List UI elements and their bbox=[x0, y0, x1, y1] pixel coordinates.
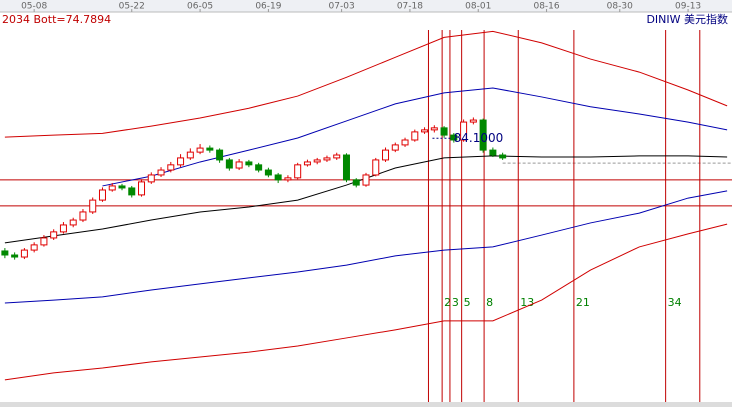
candle-body bbox=[196, 147, 204, 153]
candle-body bbox=[20, 249, 28, 258]
candle-body bbox=[391, 144, 399, 151]
fib-label: 2 bbox=[444, 296, 451, 309]
candle-body bbox=[401, 139, 409, 146]
candle-body bbox=[235, 161, 243, 169]
band-line bbox=[4, 190, 728, 304]
candle-body bbox=[342, 154, 350, 181]
x-tick-label: 05-22 bbox=[119, 2, 145, 12]
x-tick-label: 06-19 bbox=[255, 2, 281, 12]
candle-body bbox=[225, 159, 233, 169]
candle-body bbox=[489, 149, 497, 156]
candle-body bbox=[206, 147, 214, 151]
x-tick-label: 07-03 bbox=[329, 2, 355, 12]
candle-body bbox=[469, 119, 477, 123]
candle-body bbox=[372, 159, 380, 176]
header-left: 2034 Bott=74.7894 bbox=[2, 13, 111, 26]
candle-body bbox=[89, 199, 97, 213]
x-tick-label: 08-01 bbox=[465, 2, 491, 12]
candle-body bbox=[460, 121, 468, 141]
candle-body bbox=[421, 129, 429, 133]
candle-body bbox=[323, 157, 331, 161]
candle-body bbox=[303, 161, 311, 166]
candle-body bbox=[382, 149, 390, 161]
candle-body bbox=[294, 164, 302, 179]
x-tick-label: 07-18 bbox=[397, 2, 423, 12]
x-tick-label: 08-30 bbox=[607, 2, 633, 12]
candle-body bbox=[411, 131, 419, 141]
annotation: 84.1000 bbox=[454, 131, 504, 145]
candle-body bbox=[59, 224, 67, 233]
candle-body bbox=[167, 164, 175, 171]
candle-body bbox=[108, 185, 116, 191]
candle-body bbox=[430, 127, 438, 131]
candle-body bbox=[333, 154, 341, 159]
candle-body bbox=[50, 231, 58, 239]
candle-body bbox=[30, 244, 38, 251]
candle-body bbox=[118, 185, 126, 189]
candle-body bbox=[40, 237, 48, 246]
candle-body bbox=[69, 219, 77, 226]
fib-label: 13 bbox=[520, 296, 534, 309]
band-line bbox=[4, 30, 728, 138]
bottom-strip bbox=[0, 402, 732, 407]
candle-body bbox=[186, 151, 194, 159]
candle-body bbox=[362, 174, 370, 186]
plot-area: 2 3 5 8 13 21 34 bbox=[0, 9, 732, 402]
candle-body bbox=[1, 250, 9, 256]
candle-body bbox=[79, 211, 87, 221]
fib-label: 21 bbox=[576, 296, 590, 309]
candle-body bbox=[255, 164, 263, 171]
x-tick-label: 05-08 bbox=[21, 2, 47, 12]
candle-body bbox=[11, 254, 19, 258]
candle-body bbox=[499, 154, 507, 159]
candle-body bbox=[440, 127, 448, 136]
fib-label: 3 bbox=[452, 296, 459, 309]
band-line bbox=[4, 155, 728, 244]
band-line bbox=[4, 223, 728, 381]
candle-body bbox=[138, 181, 146, 196]
candle-body bbox=[264, 169, 272, 176]
candle-body bbox=[245, 161, 253, 166]
candle-body bbox=[157, 169, 165, 176]
fib-label: 34 bbox=[668, 296, 682, 309]
candle-body bbox=[147, 174, 155, 183]
x-tick-label: 06-05 bbox=[187, 2, 213, 12]
candle-body bbox=[128, 187, 136, 196]
candle-body bbox=[313, 159, 321, 163]
candle-body bbox=[450, 134, 458, 141]
candle-body bbox=[98, 189, 106, 201]
date-strip bbox=[0, 0, 732, 12]
candle-body bbox=[216, 149, 224, 161]
band-line bbox=[102, 87, 728, 187]
candle-body bbox=[284, 177, 292, 181]
fib-label: 5 bbox=[464, 296, 471, 309]
x-tick-label: 08-16 bbox=[533, 2, 559, 12]
x-tick-label: 09-13 bbox=[675, 2, 701, 12]
candle-body bbox=[177, 157, 185, 166]
fib-label: 8 bbox=[486, 296, 493, 309]
header-right: DINIW 美元指数 bbox=[646, 12, 728, 26]
candle-body bbox=[352, 179, 360, 186]
candle-body bbox=[274, 174, 282, 181]
candle-body bbox=[479, 119, 487, 151]
